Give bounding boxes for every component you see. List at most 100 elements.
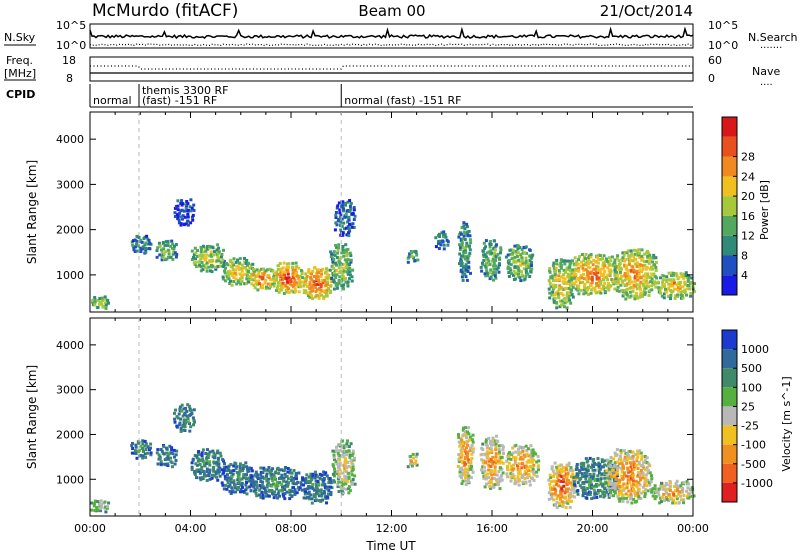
range-gate-cell: [345, 260, 349, 264]
range-gate-cell: [342, 254, 346, 258]
range-gate-cell: [616, 481, 620, 485]
range-gate-cell: [494, 452, 498, 456]
range-gate-cell: [160, 254, 164, 258]
range-gate-cell: [345, 470, 349, 474]
range-gate-cell: [254, 280, 258, 284]
range-gate-cell: [558, 470, 562, 474]
range-gate-cell: [584, 457, 588, 461]
range-gate-cell: [563, 301, 567, 305]
range-gate-cell: [667, 493, 671, 497]
range-gate-cell: [350, 279, 354, 283]
range-gate-cell: [534, 452, 538, 456]
range-gate-cell: [484, 264, 488, 268]
range-gate-cell: [280, 468, 284, 472]
range-gate-cell: [561, 466, 565, 469]
range-gate-cell: [166, 243, 170, 247]
range-gate-cell: [96, 298, 100, 302]
range-gate-cell: [338, 261, 342, 265]
range-gate-cell: [577, 269, 581, 273]
range-gate-cell: [463, 272, 467, 276]
range-gate-cell: [598, 290, 602, 293]
range-gate-cell: [548, 291, 552, 295]
range-gate-cell: [238, 277, 242, 281]
range-gate-cell: [572, 495, 576, 499]
range-gate-cell: [643, 481, 647, 485]
range-gate-cell: [260, 490, 264, 494]
range-gate-cell: [672, 273, 676, 277]
range-gate-cell: [460, 232, 463, 236]
range-gate-cell: [486, 263, 490, 267]
range-gate-cell: [637, 487, 641, 491]
range-gate-cell: [603, 476, 607, 480]
range-gate-cell: [584, 263, 588, 267]
range-gate-cell: [516, 266, 520, 270]
range-gate-cell: [611, 486, 615, 490]
y-tick-label: 4000: [56, 133, 84, 146]
range-gate-cell: [587, 277, 591, 281]
range-gate-cell: [188, 205, 192, 209]
range-gate-cell: [576, 475, 580, 479]
range-gate-cell: [326, 276, 330, 280]
colorbar-tick-label: 24: [741, 170, 755, 183]
range-gate-cell: [183, 425, 187, 429]
range-gate-cell: [465, 225, 469, 229]
range-gate-cell: [615, 471, 619, 475]
range-gate-cell: [341, 266, 345, 270]
range-gate-cell: [638, 285, 642, 289]
range-gate-cell: [495, 243, 498, 247]
range-gate-cell: [410, 251, 413, 255]
range-gate-cell: [341, 245, 345, 248]
range-gate-cell: [606, 273, 610, 277]
range-gate-cell: [180, 208, 184, 212]
range-gate-cell: [301, 276, 305, 280]
range-gate-cell: [321, 267, 325, 271]
range-gate-cell: [416, 258, 420, 262]
range-gate-cell: [461, 444, 465, 448]
range-gate-cell: [231, 271, 235, 275]
range-gate-cell: [351, 222, 355, 226]
range-gate-cell: [104, 298, 108, 301]
range-gate-cell: [659, 291, 662, 295]
range-gate-cell: [107, 501, 111, 505]
range-gate-cell: [687, 496, 691, 500]
range-gate-cell: [298, 274, 302, 278]
range-gate-cell: [96, 306, 100, 310]
range-gate-cell: [513, 480, 517, 483]
range-gate-cell: [290, 289, 294, 293]
range-gate-cell: [577, 266, 581, 270]
range-gate-cell: [348, 455, 352, 459]
range-gate-cell: [141, 439, 145, 443]
range-gate-cell: [608, 493, 612, 497]
range-gate-cell: [287, 481, 291, 485]
range-gate-cell: [174, 453, 178, 457]
range-gate-cell: [660, 481, 663, 485]
range-gate-cell: [280, 267, 284, 271]
range-gate-cell: [335, 286, 339, 290]
range-gate-cell: [235, 282, 239, 286]
range-gate-cell: [267, 466, 271, 469]
range-gate-cell: [149, 453, 153, 457]
range-gate-cell: [135, 456, 139, 460]
range-gate-cell: [220, 253, 224, 256]
range-gate-cell: [308, 475, 312, 479]
range-gate-cell: [632, 270, 636, 274]
range-gate-cell: [322, 477, 326, 480]
range-gate-cell: [133, 238, 137, 242]
range-gate-cell: [346, 282, 350, 286]
range-gate-cell: [342, 446, 346, 450]
range-gate-cell: [250, 474, 254, 478]
range-gate-cell: [349, 459, 353, 462]
range-gate-cell: [684, 271, 688, 275]
range-gate-cell: [576, 276, 580, 280]
range-gate-cell: [272, 496, 276, 500]
range-gate-cell: [198, 263, 202, 267]
range-gate-cell: [291, 261, 295, 265]
range-gate-cell: [621, 251, 625, 255]
range-gate-cell: [281, 488, 285, 492]
range-gate-cell: [602, 284, 605, 288]
range-gate-cell: [200, 465, 204, 469]
range-gate-cell: [193, 454, 197, 457]
range-gate-cell: [516, 251, 520, 255]
range-gate-cell: [200, 454, 204, 458]
range-gate-cell: [598, 489, 602, 492]
